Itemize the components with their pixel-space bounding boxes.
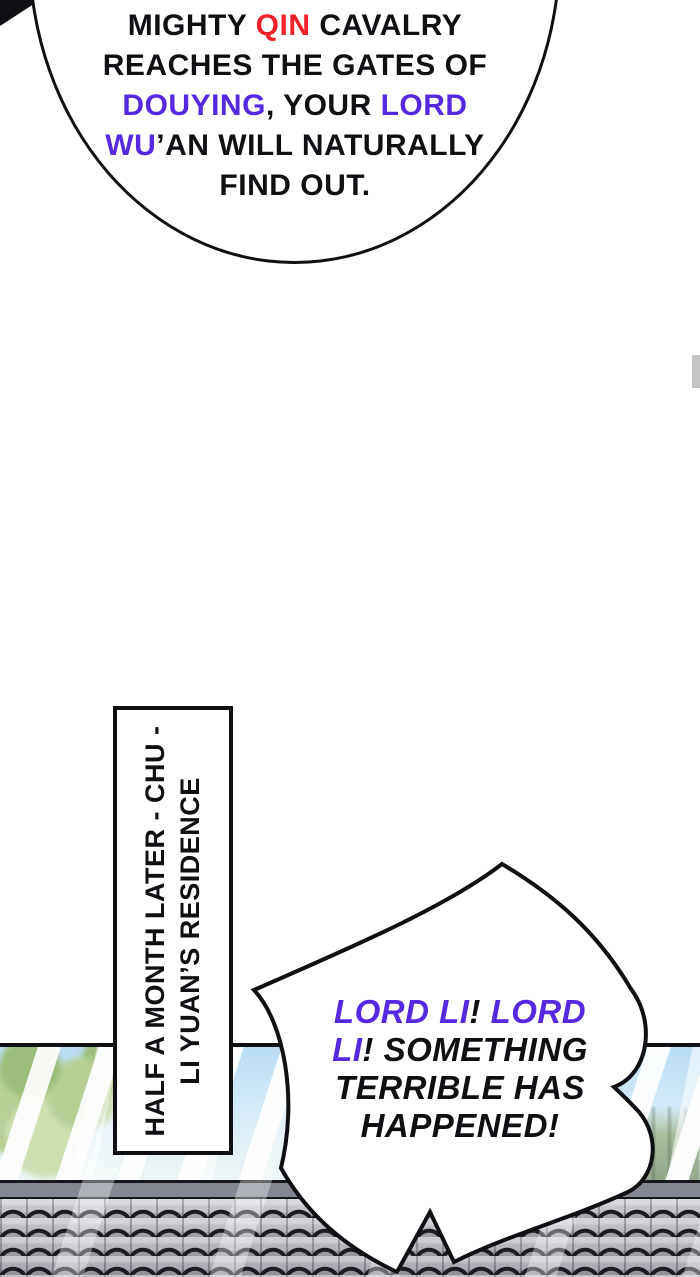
bubble-line: WU’AN WILL NATURALLY	[95, 126, 495, 166]
text-segment: REACHES THE GATES OF	[102, 49, 488, 82]
bubble-line: TERRIBLE HAS	[295, 1069, 625, 1107]
text-segment: !	[469, 993, 491, 1030]
text-segment: MIGHTY	[127, 9, 256, 42]
scrollbar-thumb[interactable]	[692, 355, 700, 388]
text-segment-wu: WU	[105, 129, 157, 162]
bubble-line: FIND OUT.	[95, 166, 495, 206]
bubble-line: DOUYING, YOUR LORD	[95, 86, 495, 126]
text-segment: CAVALRY	[310, 9, 463, 42]
text-segment-li: LI	[332, 1031, 363, 1068]
text-segment: , YOUR	[265, 89, 381, 122]
caption-line-1: HALF A MONTH LATER - CHU -	[140, 725, 170, 1136]
text-segment: ! SOMETHING	[362, 1031, 588, 1068]
bubble-line: MIGHTY QIN CAVALRY	[95, 6, 495, 46]
text-segment: TERRIBLE HAS	[335, 1069, 585, 1106]
bubble-line: HAPPENED!	[295, 1107, 625, 1145]
shout-bubble-text: LORD LI! LORD LI! SOMETHING TERRIBLE HAS…	[295, 993, 625, 1145]
bubble-line: LORD LI! LORD	[295, 993, 625, 1031]
text-segment-lord: LORD	[380, 89, 468, 122]
bubble-line: REACHES THE GATES OF	[95, 46, 495, 86]
shout-bubble-shape	[250, 861, 655, 1275]
caption-box: HALF A MONTH LATER - CHU - LI YUAN’S RES…	[113, 706, 233, 1155]
text-segment-douying: DOUYING	[122, 89, 266, 122]
text-segment: ’AN WILL NATURALLY	[156, 129, 485, 162]
text-segment-qin: QIN	[255, 9, 311, 42]
text-segment-lord: LORD	[490, 993, 587, 1030]
text-segment-lord-li: LORD LI	[333, 993, 470, 1030]
text-segment: FIND OUT.	[219, 169, 371, 202]
text-segment: HAPPENED!	[360, 1107, 560, 1144]
caption-line-2: LI YUAN’S RESIDENCE	[175, 776, 205, 1085]
bubble-line: LI! SOMETHING	[295, 1031, 625, 1069]
caption-text: HALF A MONTH LATER - CHU - LI YUAN’S RES…	[138, 708, 208, 1154]
speech-bubble-ellipse-text: MIGHTY QIN CAVALRY REACHES THE GATES OF …	[95, 6, 495, 206]
